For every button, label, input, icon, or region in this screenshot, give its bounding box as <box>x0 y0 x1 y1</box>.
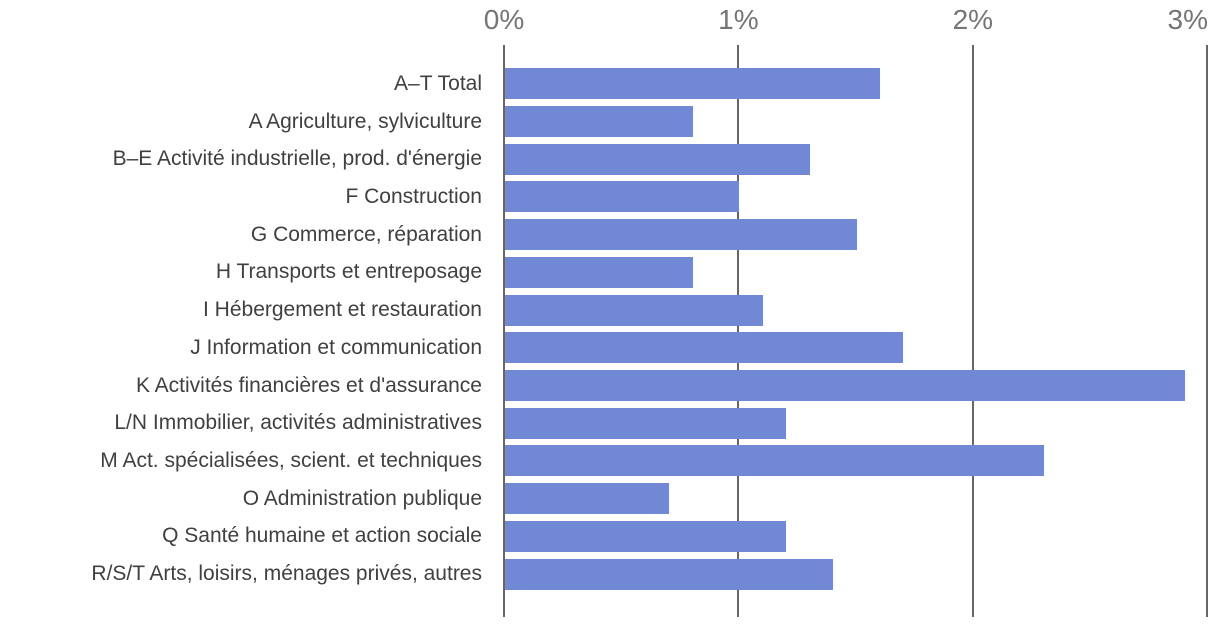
gridline <box>971 45 974 617</box>
bar <box>505 370 1185 402</box>
bar <box>505 294 763 326</box>
bar-row <box>505 480 1220 518</box>
bar <box>505 483 670 515</box>
category-label: K Activités financières et d'assurance <box>135 373 482 397</box>
bar-row <box>505 518 1220 556</box>
category-label: B–E Activité industrielle, prod. d'énerg… <box>112 147 482 171</box>
bar-row <box>505 65 1220 103</box>
bar-row <box>505 216 1220 254</box>
bar <box>505 106 693 138</box>
bar-row <box>505 367 1220 405</box>
bar <box>505 558 834 590</box>
bar <box>505 256 693 288</box>
bar <box>505 143 810 175</box>
bar-row <box>505 442 1220 480</box>
category-label: G Commerce, réparation <box>250 222 482 246</box>
bar-row <box>505 140 1220 178</box>
gridline <box>737 45 740 617</box>
category-label: O Administration publique <box>242 486 482 510</box>
bar-row <box>505 103 1220 141</box>
category-label: M Act. spécialisées, scient. et techniqu… <box>100 448 482 472</box>
bar-row <box>505 404 1220 442</box>
bar <box>505 520 787 552</box>
bar <box>505 219 857 251</box>
category-label: A Agriculture, sylviculture <box>248 109 482 133</box>
bar-row <box>505 329 1220 367</box>
bar <box>505 68 881 100</box>
bar <box>505 332 904 364</box>
category-label: L/N Immobilier, activités administrative… <box>114 411 482 435</box>
category-label: R/S/T Arts, loisirs, ménages privés, aut… <box>91 562 482 586</box>
category-label: I Hébergement et restauration <box>203 298 482 322</box>
bar-row <box>505 555 1220 593</box>
category-label: A–T Total <box>394 71 482 95</box>
gridline <box>503 45 505 617</box>
bar-row <box>505 178 1220 216</box>
x-axis-tick-label: 0% <box>483 4 525 35</box>
category-label: J Information et communication <box>190 335 482 359</box>
category-label: Q Santé humaine et action sociale <box>162 524 482 548</box>
x-axis-tick-label: 1% <box>718 4 759 35</box>
gridline <box>1206 45 1209 617</box>
bar <box>505 445 1045 477</box>
category-label: F Construction <box>345 184 482 208</box>
x-axis-tick-label: 3% <box>1167 4 1208 35</box>
category-label: H Transports et entreposage <box>215 260 482 284</box>
bar-row <box>505 254 1220 292</box>
x-axis-tick-label: 2% <box>952 4 994 35</box>
bar <box>505 181 740 213</box>
bar <box>505 407 787 439</box>
bar-row <box>505 291 1220 329</box>
